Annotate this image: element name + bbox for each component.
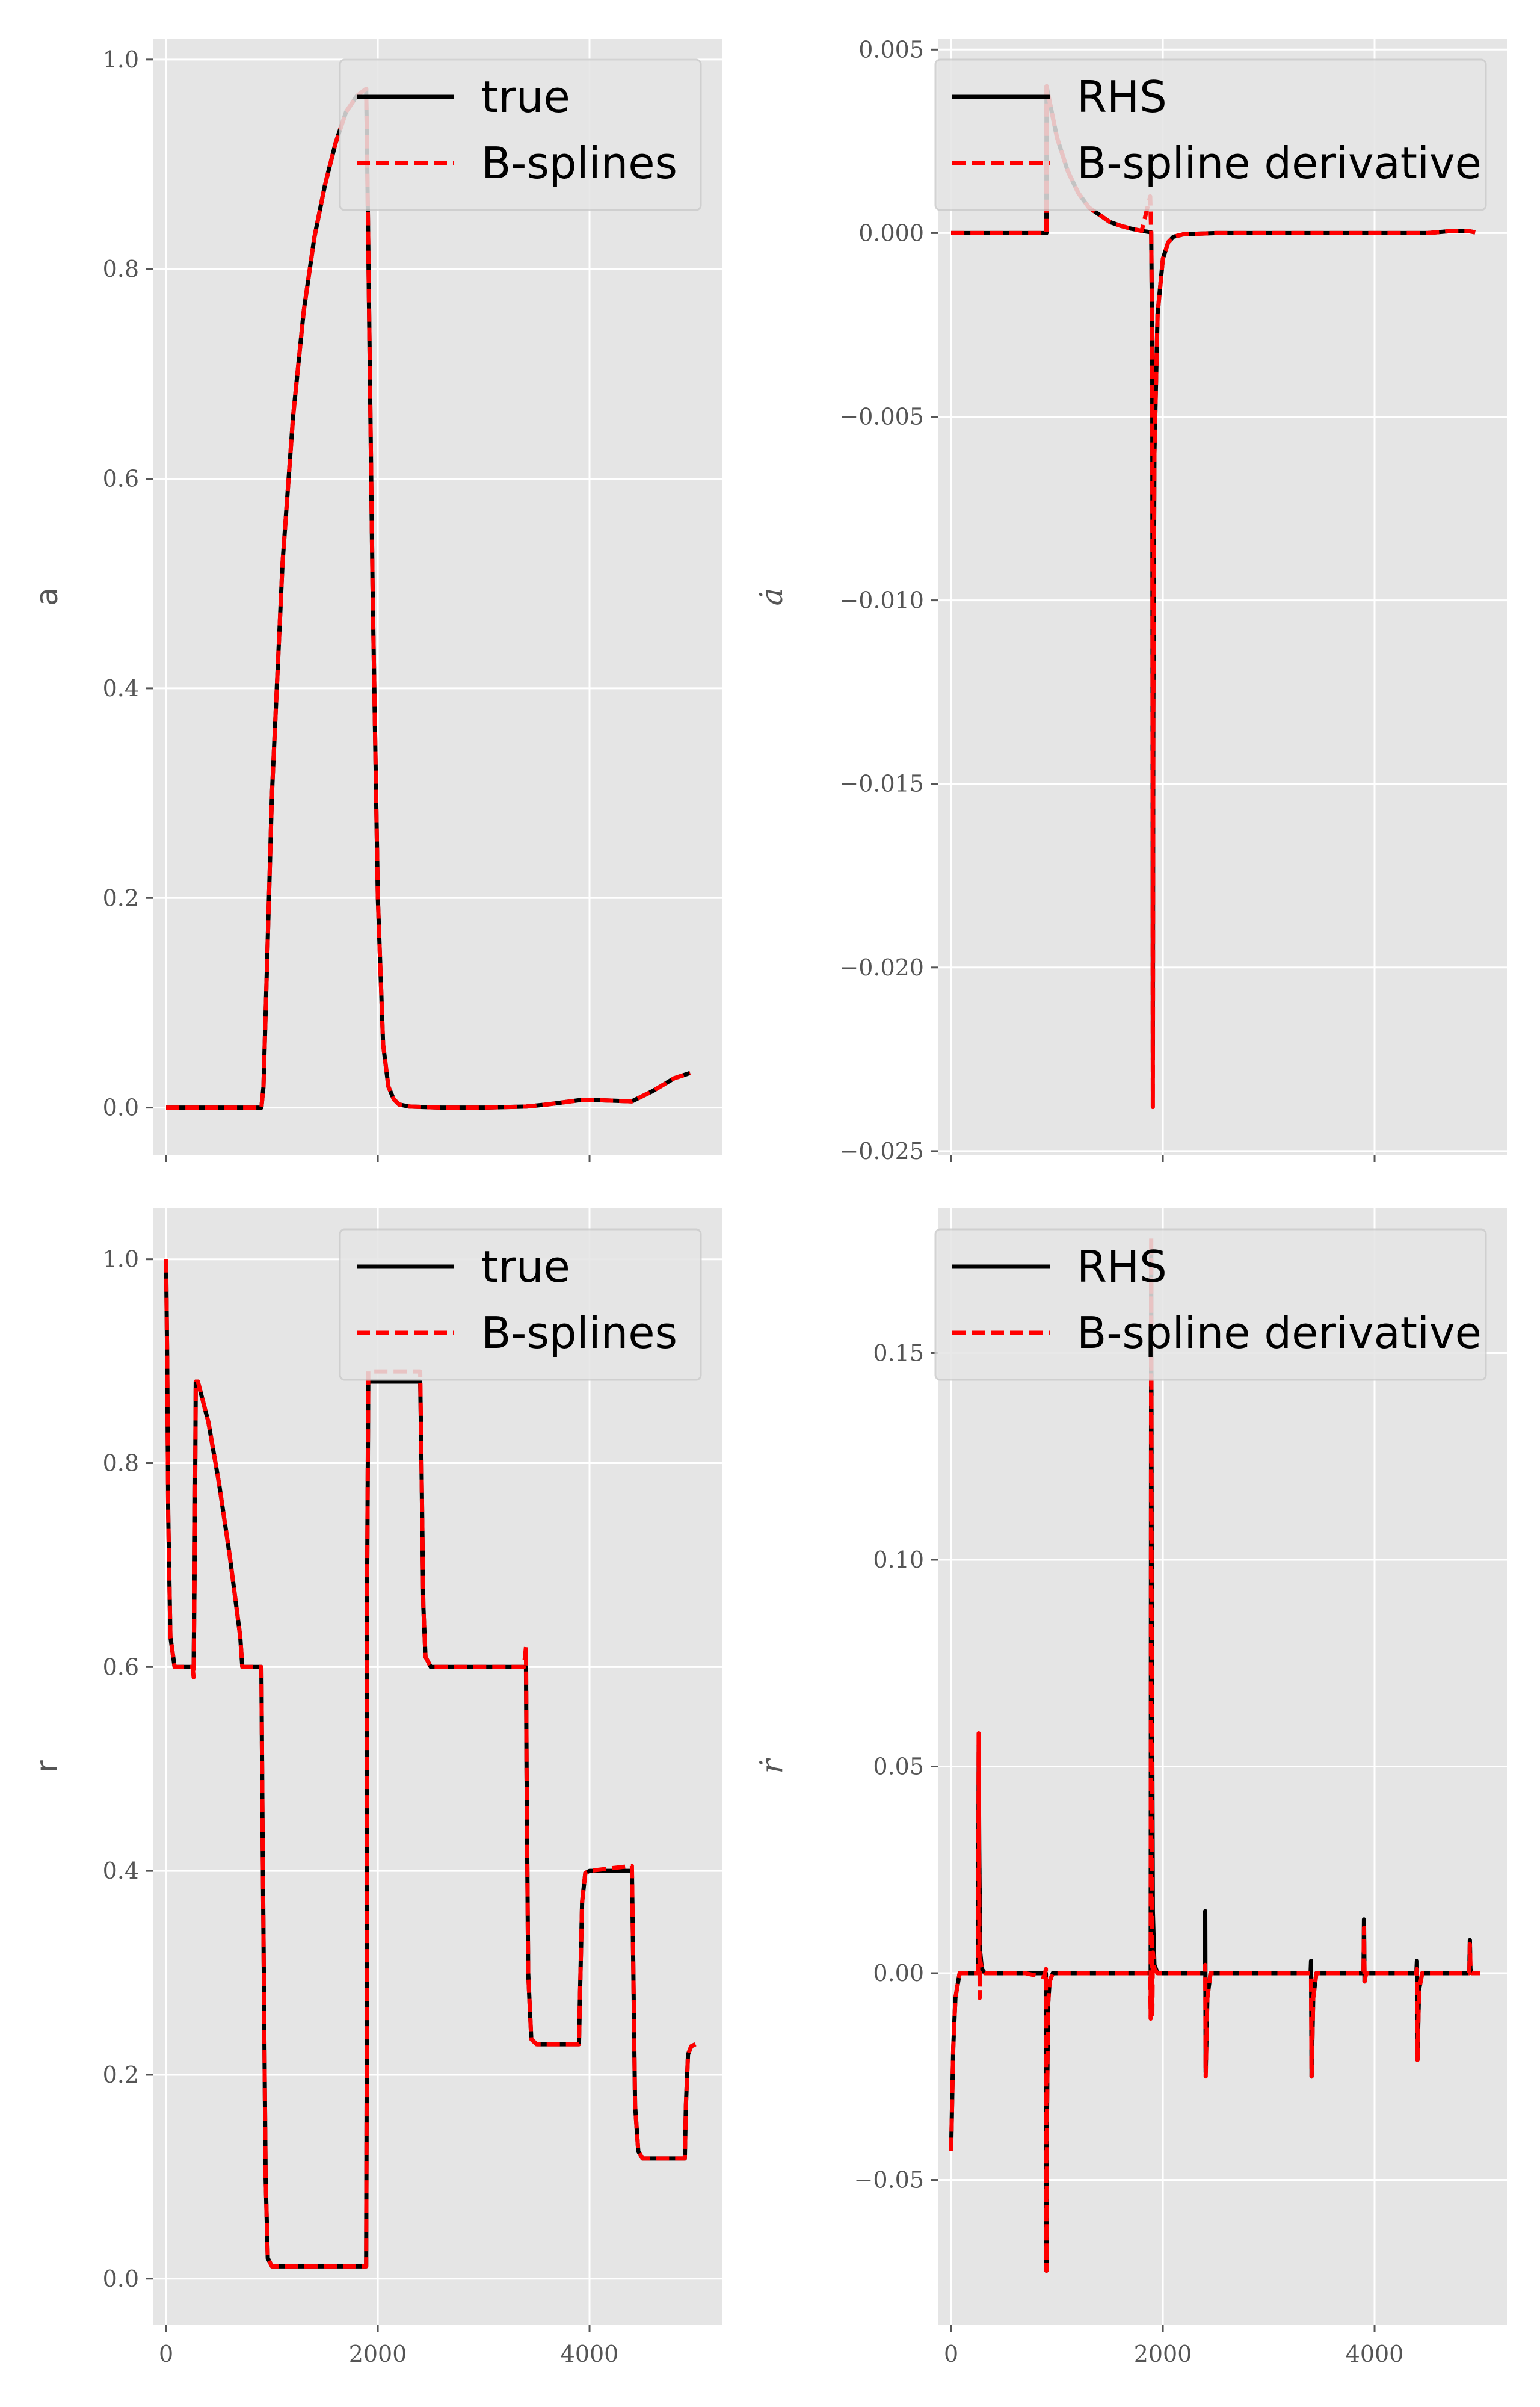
series-line-b-splines <box>166 87 691 1110</box>
y-tick-label: 0.8 <box>103 256 139 282</box>
legend: true B-splines <box>339 1228 702 1381</box>
x-tick-label: 2000 <box>349 2341 407 2367</box>
y-tick-label: 0.000 <box>858 220 924 246</box>
legend: RHS B-spline derivative <box>934 58 1487 211</box>
x-tick-label: 0 <box>159 2341 173 2367</box>
panel-top-left: 0.0 0.2 0.4 0.6 0.8 1.0 a true B-splines <box>29 39 722 1162</box>
y-axis-label: ȧ <box>754 588 789 606</box>
y-axis-label: a <box>29 587 64 606</box>
panel-top-right: −0.025 −0.020 −0.015 −0.010 −0.005 0.000 0.005… <box>754 36 1507 1164</box>
series-group <box>164 1259 697 2269</box>
x-tick-label: 0 <box>944 2341 958 2367</box>
legend-label: B-splines <box>481 1308 677 1358</box>
y-tick-label: 0.4 <box>103 1858 139 1884</box>
series-line-b-splines <box>164 1259 697 2269</box>
y-tick-label: 0.00 <box>873 1960 924 1986</box>
legend-label: RHS <box>1077 1241 1167 1292</box>
legend: true B-splines <box>339 58 702 211</box>
y-tick-label: −0.025 <box>839 1138 924 1164</box>
legend-label: B-spline derivative <box>1077 138 1482 188</box>
legend-label: B-splines <box>481 138 677 188</box>
x-tick-label: 4000 <box>1346 2341 1404 2367</box>
y-tick-label: −0.005 <box>839 404 924 430</box>
y-tick-label: 0.05 <box>873 1753 924 1780</box>
series-line-b-spline-derivative <box>951 84 1476 1110</box>
y-axis-label: ṙ <box>754 1757 789 1773</box>
x-tick-label: 2000 <box>1134 2341 1192 2367</box>
y-tick-label: 0.2 <box>103 885 139 911</box>
plot-background <box>153 39 722 1155</box>
legend-label: B-spline derivative <box>1077 1308 1482 1358</box>
legend-label: RHS <box>1077 72 1167 122</box>
y-tick-label: −0.015 <box>839 771 924 797</box>
y-tick-label: −0.010 <box>839 587 924 614</box>
panel-bottom-left: 0 2000 4000 0.0 0.2 0.4 0.6 0.8 1.0 r true B-spline… <box>29 1208 722 2367</box>
legend: RHS B-spline derivative <box>934 1228 1487 1381</box>
x-tick-label: 4000 <box>561 2341 619 2367</box>
panel-bottom-right: 0 2000 4000 −0.05 0.00 0.05 0.10 0.15 ṙ RHS B-spli… <box>754 1208 1507 2367</box>
y-tick-label: 1.0 <box>103 1246 139 1273</box>
y-tick-label: 0.2 <box>103 2062 139 2088</box>
legend-box <box>934 1228 1487 1381</box>
legend-box <box>934 58 1487 211</box>
plot-background <box>938 39 1507 1155</box>
y-tick-label: 1.0 <box>103 46 139 73</box>
y-tick-label: 0.6 <box>103 1654 139 1680</box>
series-group <box>949 1235 1480 2273</box>
y-tick-label: 0.10 <box>873 1546 924 1573</box>
plot-background <box>153 1208 722 2325</box>
y-tick-label: 0.0 <box>103 1095 139 1121</box>
y-axis-label: r <box>29 1760 64 1773</box>
legend-label: true <box>481 1241 570 1292</box>
y-tick-label: 0.6 <box>103 466 139 492</box>
series-group <box>166 87 691 1110</box>
y-tick-label: 0.005 <box>858 36 924 63</box>
y-tick-label: −0.05 <box>854 2167 924 2193</box>
y-tick-label: 0.8 <box>103 1450 139 1477</box>
legend-label: true <box>481 72 570 122</box>
y-tick-label: 0.0 <box>103 2266 139 2292</box>
series-line-b-spline-derivative <box>949 1235 1480 2273</box>
y-tick-label: −0.020 <box>839 954 924 981</box>
y-tick-label: 0.15 <box>873 1339 924 1366</box>
y-tick-label: 0.4 <box>103 675 139 702</box>
